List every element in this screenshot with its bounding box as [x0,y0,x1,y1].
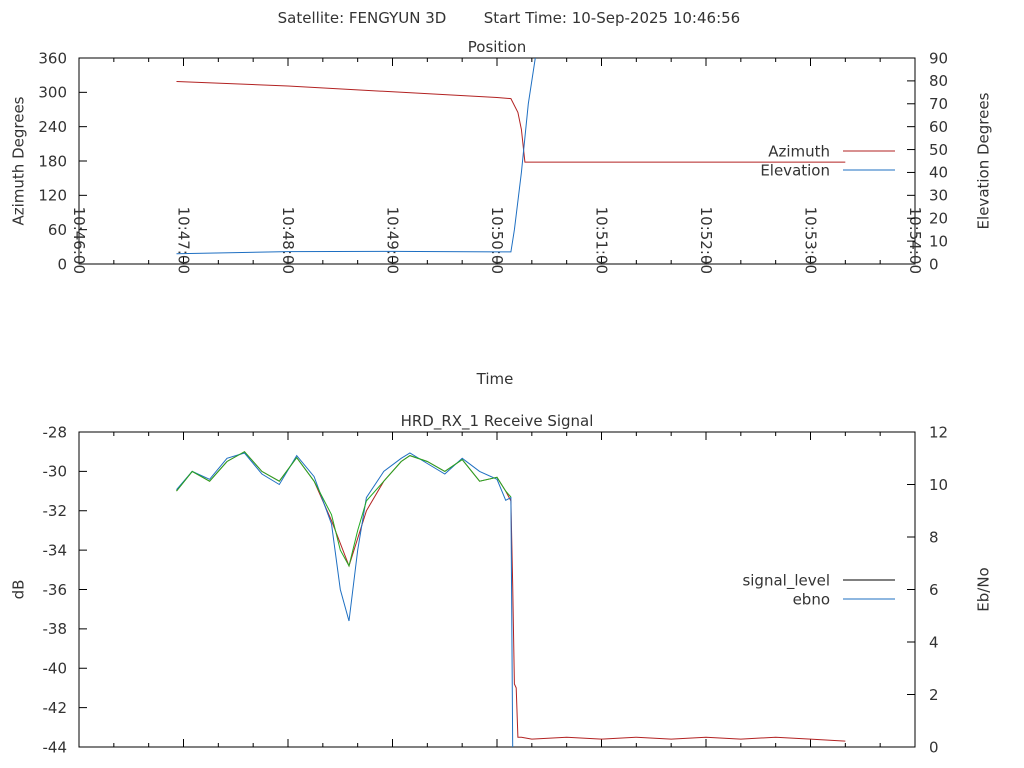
x-tick-label: 10:50:00 [488,207,506,274]
y2-axis-label: Elevation Degrees [974,92,992,229]
series-line-Azimuth [176,81,846,163]
y-tick-label: 360 [38,49,67,67]
y-tick-label: -38 [43,620,68,638]
y-tick-label: -42 [43,699,68,717]
series-line-ebno [176,452,514,747]
y-tick-label: -28 [43,423,68,441]
y2-tick-label: 8 [929,528,939,546]
y2-tick-label: 4 [929,633,939,651]
y2-axis-label: Eb/No [974,567,992,611]
chart-title: HRD_RX_1 Receive Signal [401,412,594,431]
y2-tick-label: 10 [929,476,948,494]
y-tick-label: 180 [38,152,67,170]
y2-tick-label: 30 [929,187,948,205]
chart-1: HRD_RX_1 Receive Signal -28 -30 -32 -34 -36 -3… [9,412,992,756]
x-tick-label: 10:52:00 [697,207,715,274]
y-tick-label: -32 [43,502,68,520]
legend-label: Elevation [760,161,830,179]
series-line-signal_level [176,451,846,742]
series-line-overlay [176,451,512,568]
start-time-label: Start Time: 10-Sep-2025 10:46:56 [484,9,740,27]
x-tick-label: 10:53:00 [801,207,819,274]
y2-tick-label: 0 [929,738,939,756]
y-tick-label: 60 [48,221,67,239]
y-tick-label: 120 [38,187,67,205]
y-tick-label: 0 [57,255,67,273]
y2-tick-label: 12 [929,423,948,441]
y-tick-label: -30 [43,463,68,481]
legend-label: ebno [793,590,830,608]
x-tick-label: 10:47:00 [174,207,192,274]
x-tick-label: 10:51:00 [592,207,610,274]
x-tick-label: 10:54:00 [906,207,924,274]
x-axis-label: Time [476,370,514,388]
y-tick-label: -40 [43,660,68,678]
y2-tick-label: 60 [929,118,948,136]
y2-tick-label: 90 [929,49,948,67]
y-tick-label: -36 [43,581,68,599]
x-tick-label: 10:49:00 [383,207,401,274]
y-axis-label: Azimuth Degrees [9,96,27,225]
series-line-Elevation [176,58,536,255]
charts-layer: Position 10:46:00 10:47:00 10:48:00 10:49:00… [9,38,992,756]
y-tick-label: 240 [38,118,67,136]
satellite-label: Satellite: FENGYUN 3D [278,9,447,27]
y2-tick-label: 50 [929,141,948,159]
y2-tick-label: 20 [929,209,948,227]
x-tick-label: 10:46:00 [70,207,88,274]
y2-tick-label: 2 [929,686,939,704]
series-group [176,451,846,747]
legend-label: signal_level [742,571,830,590]
chart-title: Position [468,38,526,56]
y2-tick-label: 80 [929,72,948,90]
series-group [176,58,846,255]
y2-tick-label: 40 [929,164,948,182]
chart-0: Position 10:46:00 10:47:00 10:48:00 10:49:00… [9,38,992,388]
x-tick-label: 10:48:00 [279,207,297,274]
y2-tick-label: 6 [929,581,939,599]
legend-label: Azimuth [768,142,830,160]
y2-tick-label: 0 [929,255,939,273]
y-axis-label: dB [9,580,27,600]
y-tick-label: 300 [38,84,67,102]
y-tick-label: -34 [43,541,68,559]
y2-tick-label: 10 [929,232,948,250]
y-tick-label: -44 [43,738,68,756]
y2-tick-label: 70 [929,95,948,113]
